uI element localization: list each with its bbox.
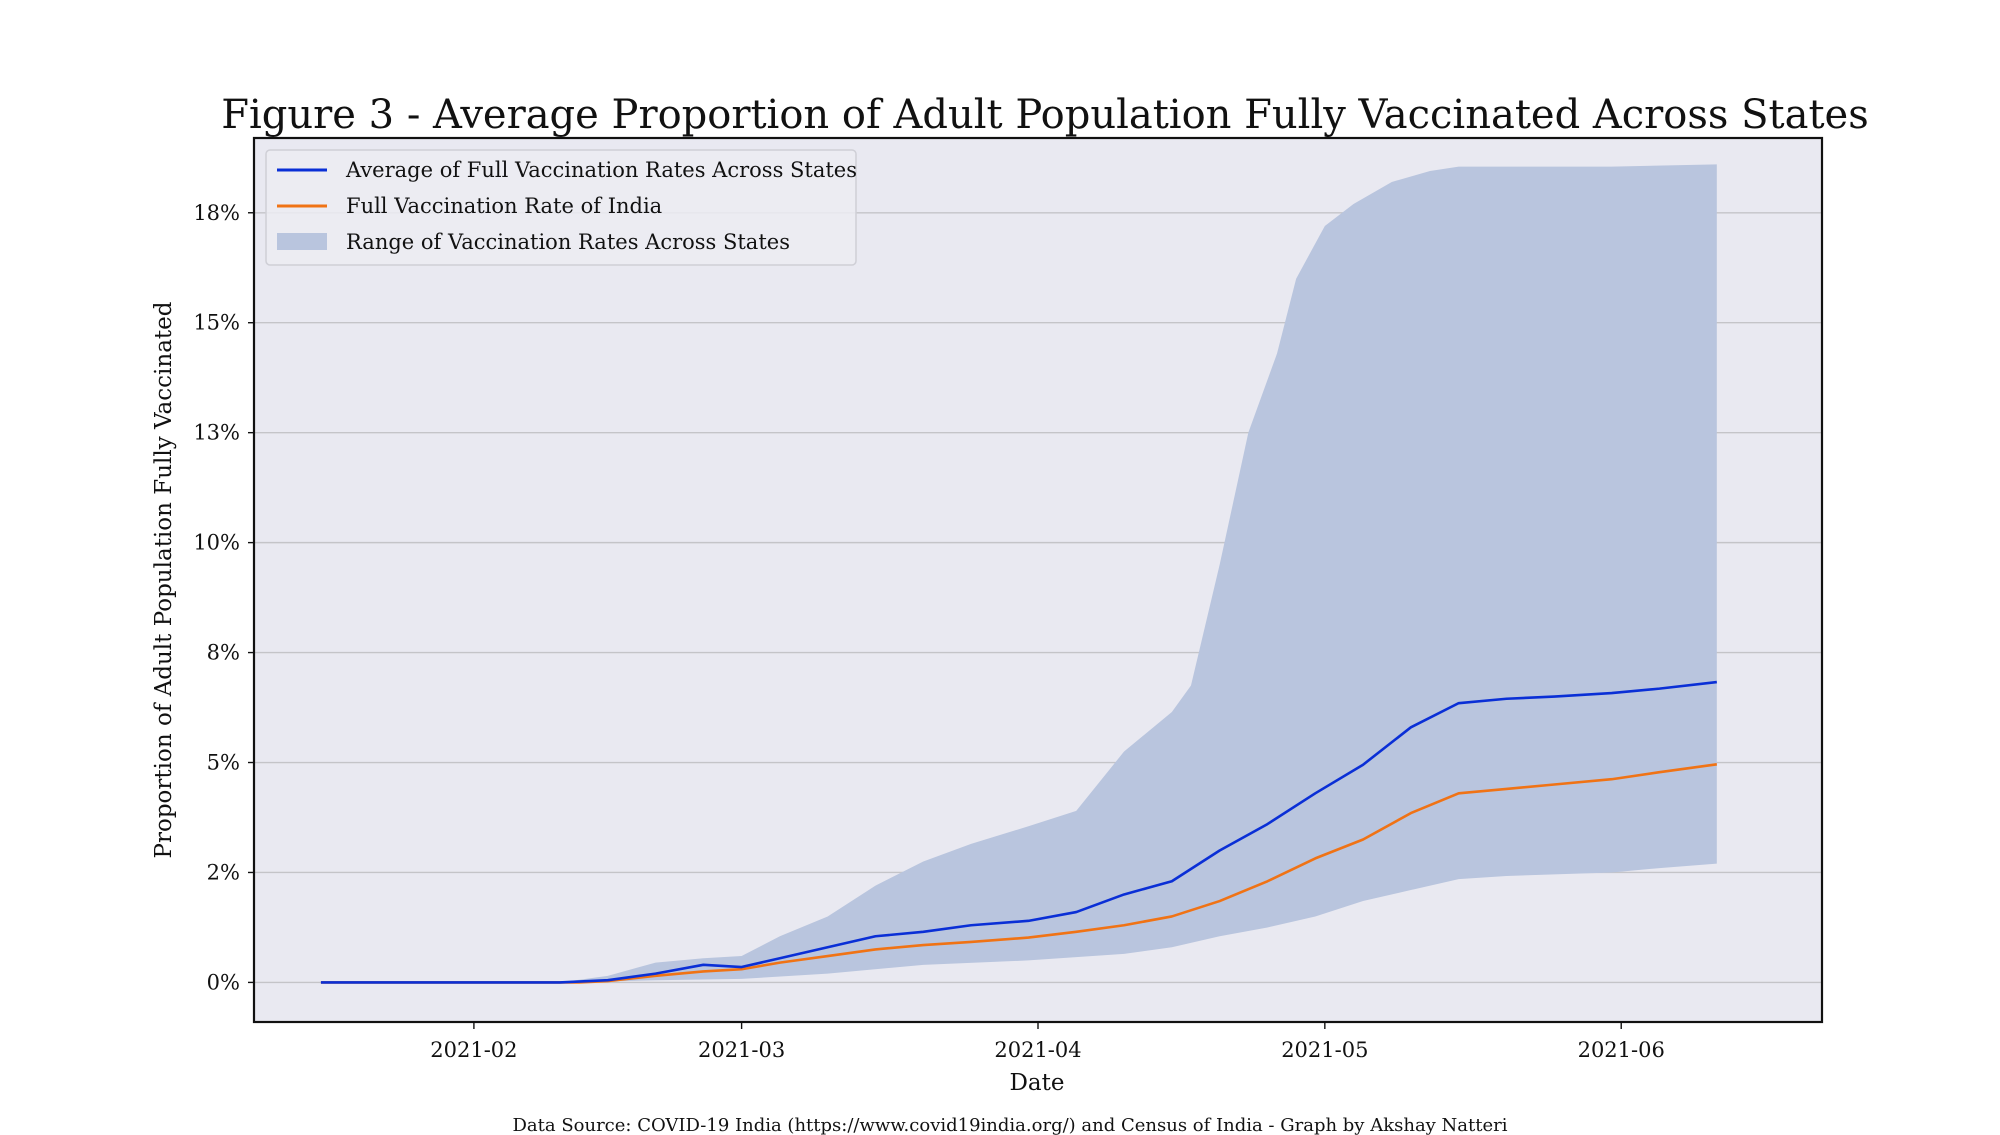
y-tick-label: 13% [193, 421, 240, 445]
x-tick-label: 2021-03 [698, 1038, 785, 1062]
legend-label-average: Average of Full Vaccination Rates Across… [345, 158, 857, 182]
y-axis-label: Proportion of Adult Population Fully Vac… [151, 301, 177, 858]
x-tick-label: 2021-02 [430, 1038, 517, 1062]
y-tick-label: 8% [207, 641, 240, 665]
y-tick-label: 10% [193, 531, 240, 555]
y-tick-label: 5% [207, 751, 240, 775]
x-axis-label: Date [1009, 1070, 1064, 1096]
series-line-india [320, 762, 1718, 984]
data-source-note: Data Source: COVID-19 India (https://www… [512, 1115, 1507, 1135]
legend-swatch-range [277, 233, 327, 250]
legend: Average of Full Vaccination Rates Across… [265, 149, 857, 266]
legend-label-range: Range of Vaccination Rates Across States [346, 230, 790, 254]
range-band [320, 164, 1717, 983]
y-tick-label: 2% [207, 860, 240, 884]
y-tick-label: 0% [207, 970, 240, 994]
x-tick-label: 2021-06 [1578, 1038, 1665, 1062]
series-line-average [320, 680, 1717, 984]
x-tick-label: 2021-05 [1281, 1038, 1368, 1062]
y-tick-label: 15% [193, 311, 240, 335]
chart-title: Figure 3 - Average Proportion of Adult P… [221, 92, 1869, 138]
y-axis-ticks: 0% 2% 5% 8% 10% 13% 15% 18% [193, 201, 254, 994]
x-axis-ticks: 2021-02 2021-03 2021-04 2021-05 2021-06 [430, 1022, 1665, 1062]
legend-box [265, 149, 857, 266]
x-tick-label: 2021-04 [994, 1038, 1081, 1062]
y-tick-label: 18% [193, 201, 240, 225]
legend-label-india: Full Vaccination Rate of India [346, 194, 662, 218]
